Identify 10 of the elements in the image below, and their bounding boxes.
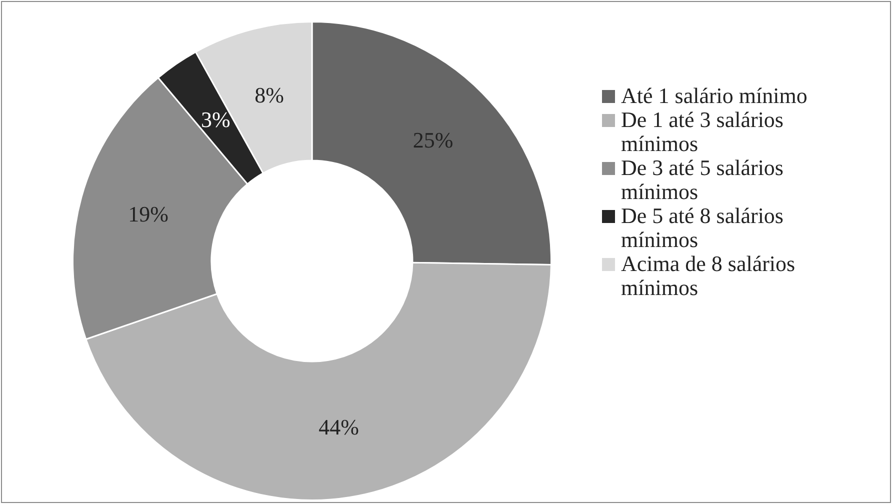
legend-label: De 5 até 8 salários mínimos	[621, 203, 784, 252]
data-label: 44%	[318, 414, 360, 440]
legend-label: Até 1 salário mínimo	[621, 83, 808, 108]
legend-label: De 1 até 3 salários mínimos	[621, 107, 784, 156]
data-label: 8%	[254, 82, 284, 108]
legend-label: Acima de 8 salários mínimos	[621, 251, 796, 300]
legend-label: De 3 até 5 salários mínimos	[621, 155, 784, 204]
data-label: 19%	[128, 202, 168, 227]
data-label: 3%	[201, 106, 230, 132]
data-label: 25%	[412, 128, 454, 153]
